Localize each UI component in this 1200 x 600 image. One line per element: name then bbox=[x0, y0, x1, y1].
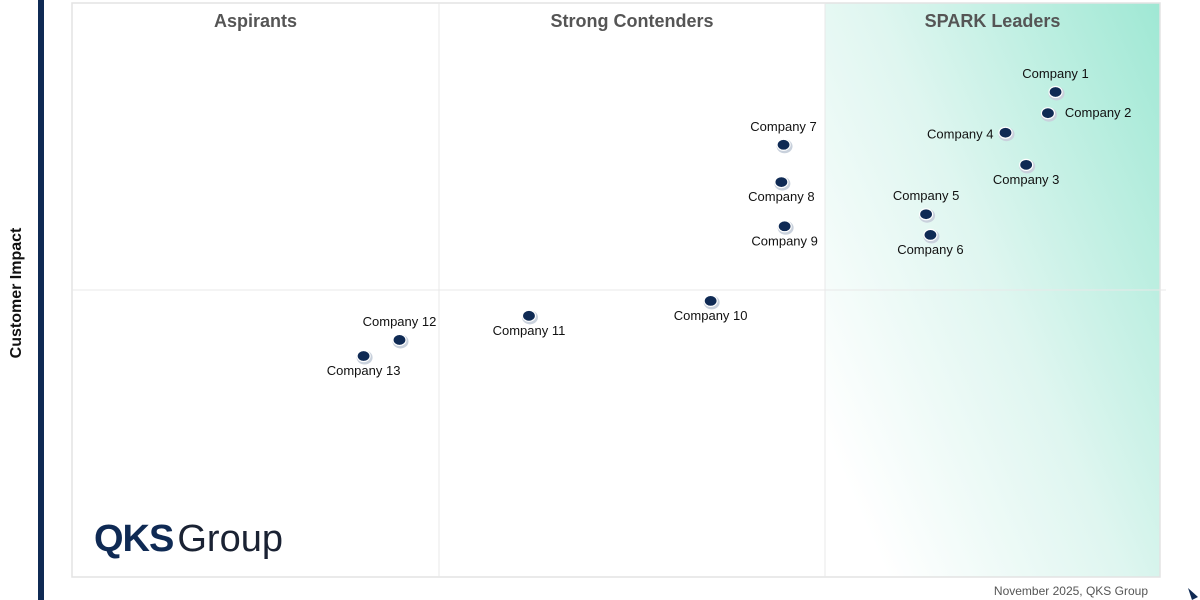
data-label: Company 8 bbox=[748, 189, 814, 204]
data-point: Company 5 bbox=[893, 188, 959, 223]
data-label: Company 1 bbox=[1022, 66, 1088, 81]
data-point: Company 9 bbox=[751, 220, 818, 248]
data-label: Company 9 bbox=[751, 233, 817, 248]
x-axis-arrow-icon bbox=[1188, 588, 1198, 600]
y-axis-bar bbox=[38, 0, 44, 600]
data-point: Company 7 bbox=[750, 119, 817, 154]
data-point: Company 13 bbox=[327, 349, 401, 378]
data-point: Company 6 bbox=[897, 228, 964, 257]
data-point: Company 1 bbox=[1022, 66, 1089, 101]
data-label: Company 6 bbox=[897, 242, 963, 257]
data-point: Company 11 bbox=[493, 309, 566, 338]
data-point: Company 8 bbox=[748, 175, 815, 204]
data-point: Company 3 bbox=[993, 158, 1059, 187]
data-point: Company 4 bbox=[927, 126, 1015, 142]
qks-group-logo: QKS Group bbox=[94, 518, 283, 561]
data-label: Company 11 bbox=[493, 323, 566, 338]
data-label: Company 12 bbox=[363, 314, 437, 329]
data-label: Company 2 bbox=[1065, 105, 1131, 120]
data-label: Company 13 bbox=[327, 363, 401, 378]
data-label: Company 7 bbox=[750, 119, 816, 134]
quadrant-label: Strong Contenders bbox=[550, 11, 713, 31]
data-label: Company 3 bbox=[993, 172, 1059, 187]
logo-light: Group bbox=[177, 518, 283, 560]
quadrant-label: SPARK Leaders bbox=[925, 11, 1061, 31]
data-label: Company 4 bbox=[927, 127, 993, 142]
quadrant-label: Aspirants bbox=[214, 11, 297, 31]
data-point: Company 10 bbox=[674, 294, 748, 323]
footer-credit: November 2025, QKS Group bbox=[993, 584, 1148, 598]
data-point: Company 2 bbox=[1040, 105, 1131, 122]
data-label: Company 5 bbox=[893, 188, 959, 203]
data-label: Company 10 bbox=[674, 308, 748, 323]
data-point: Company 12 bbox=[363, 314, 437, 349]
logo-bold: QKS bbox=[94, 518, 174, 560]
